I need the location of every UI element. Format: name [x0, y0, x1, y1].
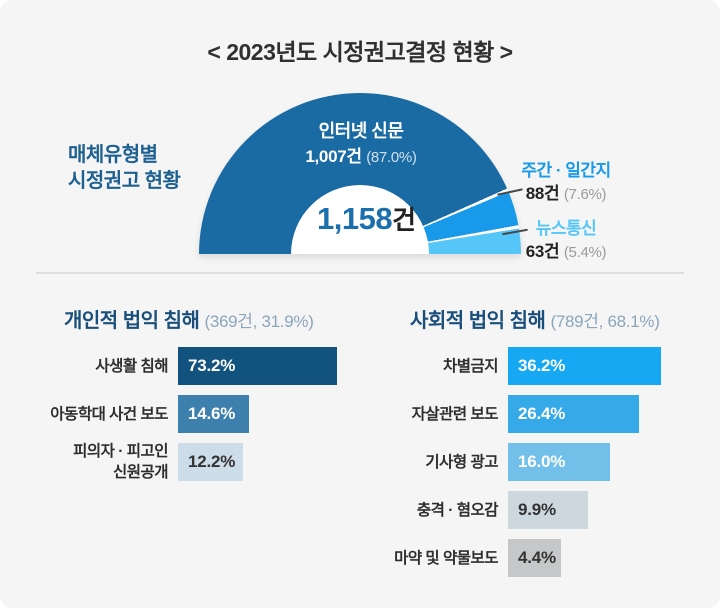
bar: 12.2% [178, 443, 243, 481]
personal-section-title: 개인적 법익 침해 (369건, 31.9%) [64, 304, 314, 333]
segment-label-news-agency: 뉴스통신 [535, 219, 597, 238]
bar-value-label: 36.2% [518, 356, 566, 375]
section-divider [36, 272, 684, 274]
bar: 14.6% [178, 395, 249, 433]
segment-count-value: 88건 [525, 184, 560, 203]
bar-row-child-abuse: 아동학대 사건 보도 14.6% [30, 395, 249, 433]
bar-value-label: 26.4% [518, 404, 566, 423]
bar-label: 피의자 · 피고인 신원공개 [73, 443, 168, 481]
donut-total-number: 1,158 [317, 201, 393, 236]
personal-title-subtitle: (369건, 31.9%) [204, 312, 314, 331]
bar-row-privacy: 사생활 침해 73.2% [30, 347, 337, 385]
social-title-subtitle: (789건, 68.1%) [550, 312, 660, 331]
segment-label-internet-news: 인터넷 신문 [318, 121, 404, 141]
bar-label: 충격 · 혐오감 [416, 501, 499, 519]
bar-label: 차별금지 [442, 357, 499, 375]
personal-title-text: 개인적 법익 침해 [64, 310, 200, 332]
side-label-line2: 시정권고 현황 [68, 170, 181, 192]
bar-value-label: 9.9% [518, 500, 556, 519]
bar-row-suspect-identity: 피의자 · 피고인 신원공개 12.2% [30, 443, 243, 481]
segment-count-pct: (5.4%) [563, 244, 607, 261]
segment-count-internet-news: 1,007건 (87.0%) [261, 142, 461, 167]
social-title-text: 사회적 법익 침해 [410, 310, 546, 332]
bar-value-label: 4.4% [518, 548, 556, 567]
side-label-line1: 매체유형별 [68, 144, 158, 166]
bar: 73.2% [178, 347, 337, 385]
donut-total: 1,158건 [266, 202, 466, 242]
segment-count-news-agency: 63건 (5.4%) [504, 237, 628, 262]
donut-total-unit: 건 [392, 205, 416, 235]
segment-count-pct: (7.6%) [563, 186, 607, 203]
segment-label-weekly-daily: 주간 · 일간지 [521, 161, 611, 180]
segment-count-value: 63건 [525, 242, 560, 261]
bar: 4.4% [508, 539, 561, 577]
bar-row-shock-disgust: 충격 · 혐오감 9.9% [350, 491, 588, 529]
bar: 26.4% [508, 395, 639, 433]
segment-count-value: 1,007건 [305, 147, 362, 166]
bar-label: 사생활 침해 [95, 357, 168, 375]
bar-label: 아동학대 사건 보도 [50, 405, 168, 423]
social-section-title: 사회적 법익 침해 (789건, 68.1%) [410, 304, 660, 333]
bar-row-suicide-report: 자살관련 보도 26.4% [350, 395, 639, 433]
bar-value-label: 16.0% [518, 452, 566, 471]
bar-label: 자살관련 보도 [411, 405, 499, 423]
bar-label: 기사형 광고 [425, 453, 498, 471]
bar: 36.2% [508, 347, 661, 385]
bar-value-label: 73.2% [188, 356, 236, 375]
segment-count-pct: (87.0%) [366, 149, 417, 166]
bar-row-discrimination: 차별금지 36.2% [350, 347, 661, 385]
bar-row-drug-report: 마약 및 약물보도 4.4% [350, 539, 561, 577]
segment-count-weekly-daily: 88건 (7.6%) [504, 179, 628, 204]
bar-value-label: 14.6% [188, 404, 236, 423]
bar-value-label: 12.2% [188, 452, 236, 471]
page-title: < 2023년도 시정권고결정 현황 > [207, 39, 513, 65]
media-chart-side-label: 매체유형별 시정권고 현황 [68, 142, 228, 194]
bar-row-advertorial: 기사형 광고 16.0% [350, 443, 610, 481]
bar: 9.9% [508, 491, 588, 529]
bar: 16.0% [508, 443, 610, 481]
bar-label: 마약 및 약물보도 [394, 549, 498, 567]
